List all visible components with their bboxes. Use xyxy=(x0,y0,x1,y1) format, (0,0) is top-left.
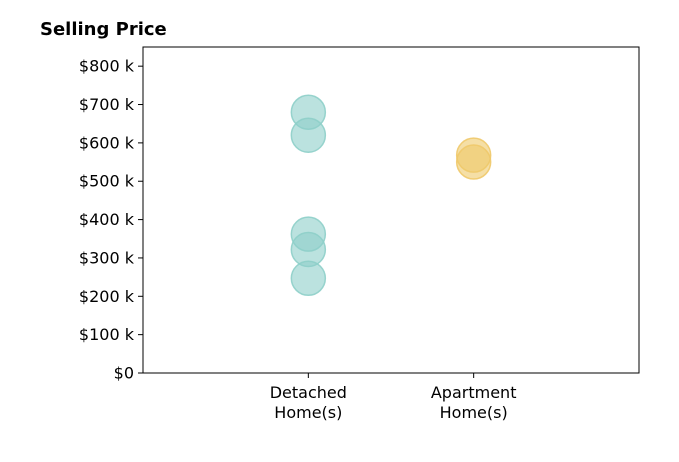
chart-title: Selling Price xyxy=(40,19,167,40)
data-point xyxy=(290,117,327,153)
y-tick-label: $400 k xyxy=(79,210,135,229)
y-tick-label: $200 k xyxy=(79,287,135,306)
y-tick-label: $700 k xyxy=(79,95,135,114)
data-points xyxy=(290,94,492,297)
y-axis: $0 $100 k $200 k $300 k $400 k $500 k $600 k $7… xyxy=(79,57,143,383)
data-point xyxy=(290,260,327,297)
x-axis: Detached Home(s)Apartment Home(s) xyxy=(270,373,517,422)
plot-area-frame xyxy=(142,46,640,374)
y-tick-label: $100 k xyxy=(79,325,135,344)
y-tick-label: $300 k xyxy=(79,248,135,267)
y-tick-label: $800 k xyxy=(79,57,135,76)
x-tick-label-line: Home(s) xyxy=(440,403,508,422)
y-tick-label: $0 xyxy=(114,364,134,383)
x-tick-label-line: Home(s) xyxy=(274,403,342,422)
y-tick-label: $500 k xyxy=(79,172,135,191)
x-tick-label-line: Detached xyxy=(270,383,347,402)
x-tick-label-line: Apartment xyxy=(431,383,517,402)
x-tick-label: Apartment Home(s) xyxy=(431,383,517,422)
y-tick-label: $600 k xyxy=(79,133,135,152)
x-tick-label: Detached Home(s) xyxy=(270,383,347,422)
data-point xyxy=(455,144,492,180)
